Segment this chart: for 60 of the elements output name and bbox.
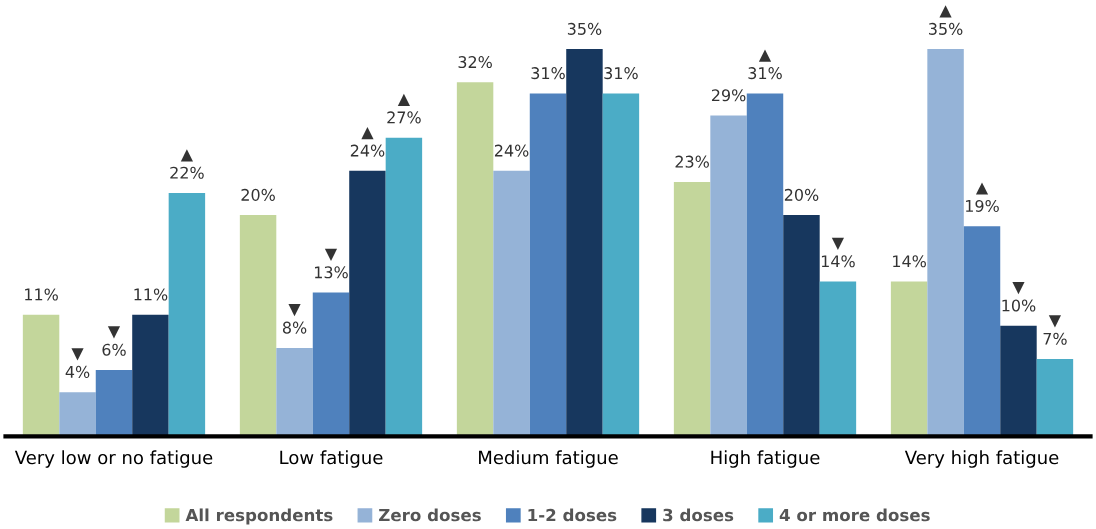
x-tick-label: Low fatigue bbox=[280, 450, 383, 468]
bar bbox=[566, 49, 603, 437]
bar bbox=[95, 370, 133, 437]
bar bbox=[746, 93, 784, 437]
bar bbox=[132, 314, 169, 437]
bar bbox=[602, 93, 640, 437]
data-label: 23% bbox=[675, 155, 709, 168]
bar bbox=[493, 170, 530, 437]
bar bbox=[276, 347, 313, 437]
legend-label: All respondents bbox=[185, 508, 333, 525]
bar bbox=[168, 192, 206, 437]
data-label: ▼ 7% bbox=[1043, 315, 1067, 345]
data-label: ▲ 19% bbox=[966, 182, 999, 212]
bar bbox=[456, 82, 494, 437]
data-label: 32% bbox=[458, 56, 492, 69]
bar bbox=[819, 281, 857, 437]
bar bbox=[890, 281, 928, 437]
bar bbox=[963, 226, 1001, 437]
data-label: 31% bbox=[531, 67, 565, 80]
data-label: 24% bbox=[494, 144, 529, 157]
bar bbox=[59, 392, 96, 437]
data-label: ▼ 6% bbox=[102, 326, 126, 356]
data-label: ▲ 24% bbox=[350, 127, 385, 157]
data-label: ▼ 13% bbox=[315, 248, 348, 279]
bar bbox=[673, 181, 711, 437]
data-label: 35% bbox=[567, 22, 602, 35]
data-label: ▲ 22% bbox=[170, 149, 204, 179]
data-label: 29% bbox=[711, 89, 746, 102]
bar bbox=[529, 93, 567, 437]
data-label: 31% bbox=[604, 67, 638, 80]
bar bbox=[312, 292, 350, 437]
bar bbox=[1036, 358, 1074, 437]
legend-label: 1-2 doses bbox=[528, 508, 617, 522]
data-label: 20% bbox=[241, 188, 275, 201]
bar bbox=[239, 215, 277, 437]
bar bbox=[349, 170, 386, 437]
data-label: 11% bbox=[134, 288, 168, 301]
legend-label: Zero doses bbox=[379, 508, 481, 522]
legend-label: 3 doses bbox=[663, 508, 734, 522]
data-label: 11% bbox=[25, 288, 58, 301]
data-label: ▼ 4% bbox=[65, 348, 90, 378]
data-label: ▼ 14% bbox=[821, 237, 855, 268]
bar bbox=[783, 215, 820, 437]
data-label: ▲ 31% bbox=[748, 49, 782, 80]
legend-label: 4 or more doses bbox=[779, 508, 930, 522]
data-label: ▼ 8% bbox=[282, 304, 307, 334]
bar bbox=[927, 49, 964, 437]
bar bbox=[385, 137, 423, 437]
x-tick-label: Very low or no fatigue bbox=[14, 450, 213, 468]
data-label: ▲ 27% bbox=[387, 93, 421, 124]
data-label: ▼ 10% bbox=[1002, 281, 1036, 312]
x-tick-label: Very high fatigue bbox=[904, 450, 1059, 468]
bar bbox=[22, 314, 60, 437]
x-tick-label: High fatigue bbox=[711, 450, 820, 468]
data-label: 14% bbox=[893, 255, 926, 268]
data-label: ▲ 35% bbox=[929, 5, 963, 35]
bar bbox=[710, 115, 747, 437]
x-tick-label: Medium fatigue bbox=[479, 450, 618, 468]
data-label: 20% bbox=[784, 188, 819, 201]
bar bbox=[1000, 325, 1037, 437]
